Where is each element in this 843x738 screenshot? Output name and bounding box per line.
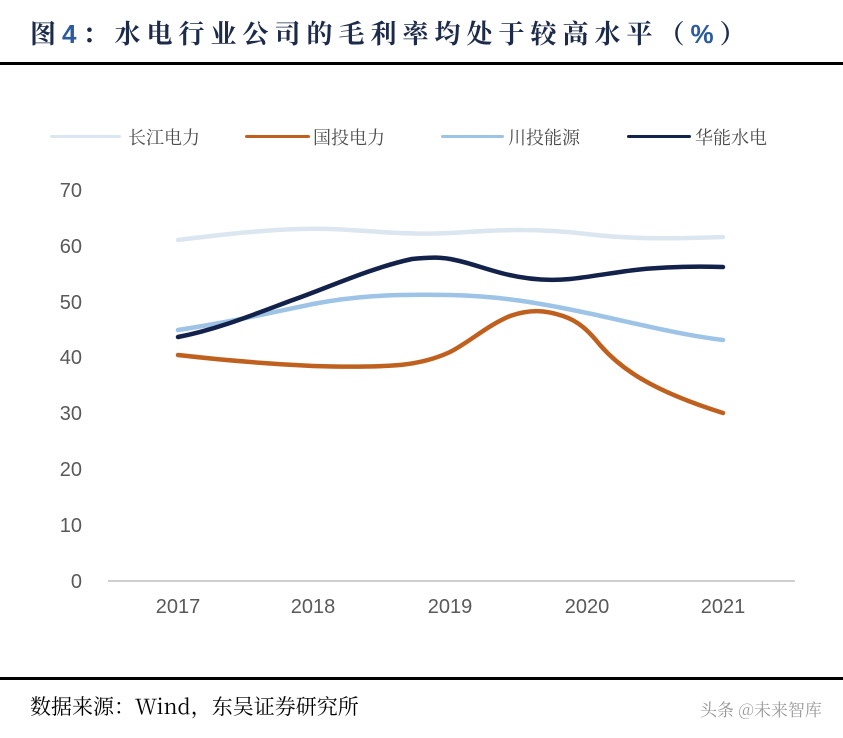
svg-text:10: 10 xyxy=(60,515,82,537)
svg-text:60: 60 xyxy=(60,236,82,258)
svg-text:2020: 2020 xyxy=(565,596,610,618)
svg-text:50: 50 xyxy=(60,292,82,314)
svg-text:30: 30 xyxy=(60,403,82,425)
svg-text:2021: 2021 xyxy=(701,596,746,618)
svg-text:40: 40 xyxy=(60,347,82,369)
svg-text:0: 0 xyxy=(71,571,82,593)
svg-text:2019: 2019 xyxy=(428,596,473,618)
svg-text:20: 20 xyxy=(60,459,82,481)
svg-text:70: 70 xyxy=(60,180,82,202)
svg-text:2018: 2018 xyxy=(291,596,336,618)
svg-text:2017: 2017 xyxy=(156,596,201,618)
